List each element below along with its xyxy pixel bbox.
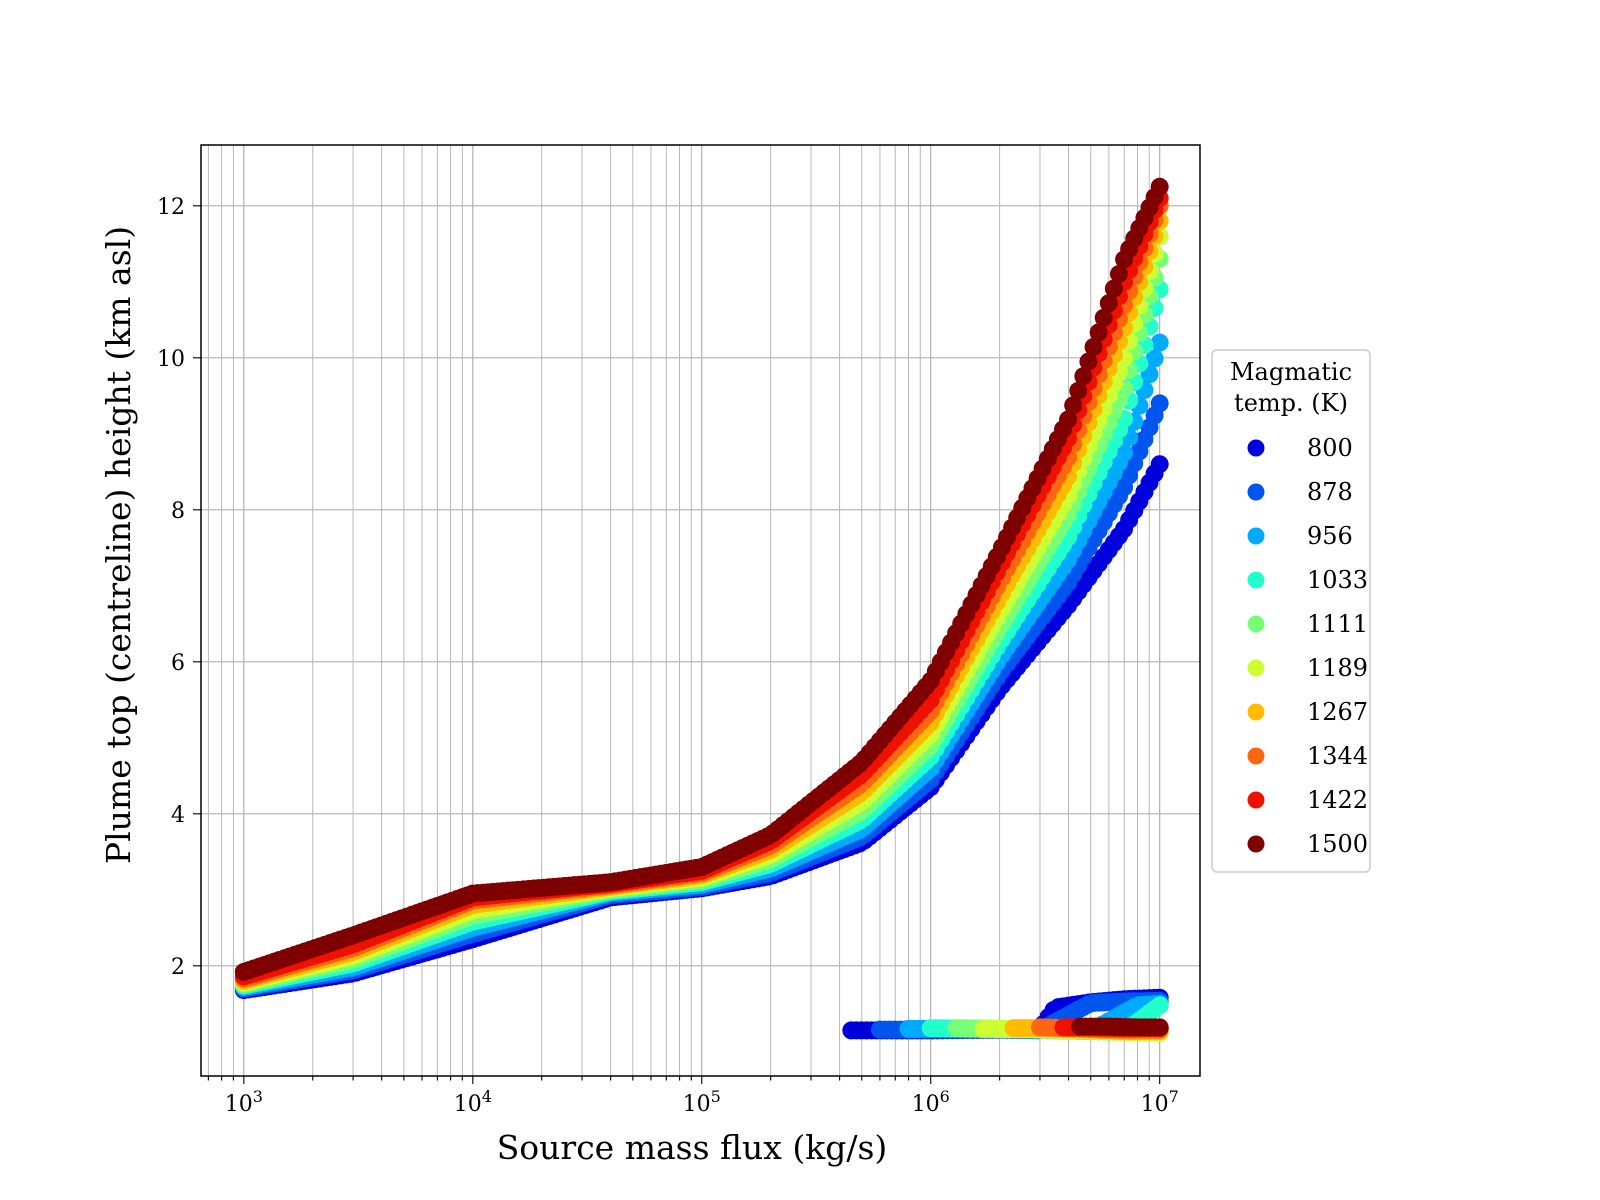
legend-marker-1422: [1247, 791, 1265, 809]
x-tick-label: 107: [1141, 1087, 1179, 1117]
legend-marker-1189: [1247, 659, 1265, 677]
legend-label-1111: 1111: [1307, 610, 1368, 638]
x-tick-label: 104: [454, 1087, 492, 1117]
legend-marker-1500: [1247, 835, 1265, 853]
y-tick-label: 6: [171, 651, 185, 676]
data-point: [1150, 455, 1169, 474]
legend-label-1422: 1422: [1307, 786, 1368, 814]
legend-title-line2: temp. (K): [1234, 389, 1348, 417]
legend-label-1500: 1500: [1307, 830, 1368, 858]
y-tick-label: 2: [171, 955, 185, 980]
legend-marker-1033: [1247, 571, 1265, 589]
data-point: [1115, 444, 1134, 463]
legend: Magmatic temp. (K) 800 878 956 1033 1111 1189…: [1211, 349, 1371, 873]
legend-frame: [1211, 349, 1371, 873]
legend-marker-956: [1247, 527, 1265, 545]
data-point: [1064, 396, 1083, 415]
legend-label-1344: 1344: [1307, 742, 1368, 770]
axes-frame: [200, 144, 1201, 1077]
data-point: [1150, 394, 1169, 413]
data-point: [1094, 308, 1113, 327]
data-points: [234, 177, 1169, 1042]
legend-title-line1: Magmatic: [1230, 358, 1352, 386]
y-tick-label: 8: [171, 499, 185, 524]
legend-label-1033: 1033: [1307, 566, 1368, 594]
data-point: [1069, 381, 1088, 400]
data-point: [1089, 323, 1108, 342]
legend-label-800: 800: [1307, 434, 1353, 462]
legend-entries: 800 878 956 1033 1111 1189 1267 1344 1422 1500: [1247, 434, 1368, 858]
x-tick-label: 106: [912, 1087, 950, 1117]
data-point: [1150, 333, 1169, 352]
legend-label-956: 956: [1307, 522, 1353, 550]
data-point: [1104, 279, 1123, 298]
data-point: [1099, 294, 1118, 313]
data-point: [1150, 996, 1169, 1015]
legend-marker-878: [1247, 483, 1265, 501]
data-point: [1074, 367, 1093, 386]
legend-label-1267: 1267: [1307, 698, 1368, 726]
legend-label-878: 878: [1307, 478, 1353, 506]
data-point: [1145, 349, 1164, 368]
y-tick-label: 10: [157, 347, 185, 372]
data-point: [1150, 1018, 1169, 1037]
series-1500: [234, 177, 1169, 1037]
data-point: [1079, 352, 1098, 371]
x-tick-label: 103: [225, 1087, 263, 1117]
plot-area: [234, 177, 1169, 1042]
y-axis-label: Plume top (centreline) height (km asl): [99, 226, 138, 864]
legend-marker-1267: [1247, 703, 1265, 721]
legend-marker-1111: [1247, 615, 1265, 633]
legend-marker-800: [1247, 439, 1265, 457]
y-tick-label: 4: [171, 803, 185, 828]
data-point: [1084, 337, 1103, 356]
axis-ticks: 2 4 6 8 10 12 103 104 105 106 107: [157, 195, 1179, 1117]
data-point: [1059, 410, 1078, 429]
data-point: [1150, 177, 1169, 196]
y-tick-label: 12: [157, 195, 185, 220]
x-axis-label: Source mass flux (kg/s): [497, 1128, 888, 1167]
data-point: [1109, 265, 1128, 284]
legend-label-1189: 1189: [1307, 654, 1368, 682]
legend-marker-1344: [1247, 747, 1265, 765]
x-tick-label: 105: [683, 1087, 721, 1117]
